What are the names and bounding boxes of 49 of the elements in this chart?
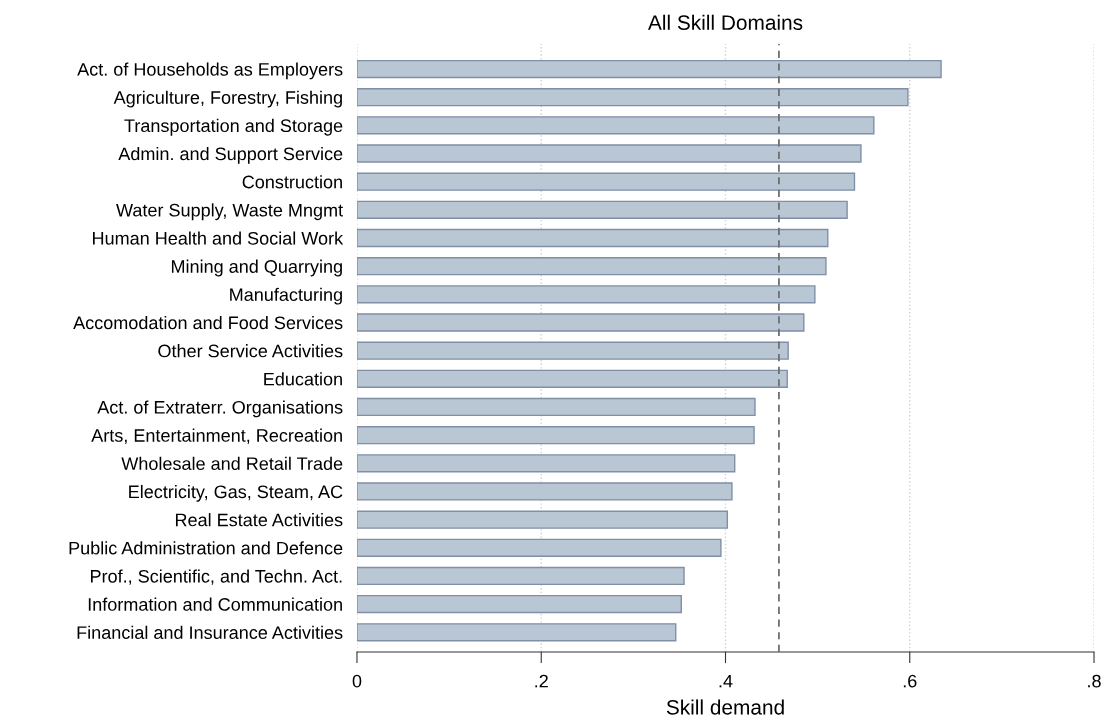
bar (356, 397, 756, 417)
bar (356, 228, 829, 248)
bar (356, 285, 816, 304)
y-tick-label: Wholesale and Retail Trade (121, 456, 343, 471)
y-tick-label: Prof., Scientific, and Techn. Act. (90, 569, 342, 585)
y-tick-label: Agriculture, Forestry, Fishing (113, 90, 342, 108)
bar (356, 510, 729, 529)
y-tick-label: Mining and Quarrying (171, 259, 342, 277)
bar (356, 116, 875, 135)
bar (356, 257, 827, 276)
y-tick-label: Real Estate Activities (175, 513, 343, 527)
bar (356, 623, 677, 642)
y-tick-label: Other Service Activities (158, 344, 343, 358)
y-tick-label: Admin. and Support Service (118, 146, 343, 164)
y-tick-label: Information and Communication (88, 597, 342, 611)
x-tick-label: .8 (1088, 674, 1101, 688)
bar (356, 313, 805, 332)
bar (356, 369, 788, 388)
bar (356, 144, 862, 163)
bar (356, 172, 856, 191)
x-tick-label: .4 (719, 674, 733, 688)
x-tick-label: 0 (352, 674, 362, 688)
y-tick-label: Construction (242, 175, 342, 189)
y-tick-label: Act. of Extraterr. Organisations (97, 400, 343, 418)
bar (356, 538, 722, 557)
y-tick-label: Act. of Households as Employers (77, 62, 343, 80)
bar (356, 425, 755, 445)
bar (356, 59, 942, 79)
bar (356, 88, 909, 107)
y-tick-label: Electricity, Gas, Steam, AC (129, 484, 343, 502)
bar (356, 341, 789, 360)
y-tick-label: Manufacturing (230, 287, 342, 305)
y-tick-label: Water Supply, Waste Mngmt (116, 203, 343, 221)
y-tick-label: Arts, Entertainment, Recreation (91, 428, 342, 444)
x-tick-label: .2 (535, 674, 548, 688)
bar (356, 200, 848, 219)
x-axis-title: Skill demand (666, 699, 784, 715)
bar (356, 566, 685, 586)
bar (356, 594, 682, 614)
chart-title: All Skill Domains (647, 14, 803, 30)
y-tick-label: Human Health and Social Work (93, 231, 344, 245)
x-tick-label: .6 (903, 674, 917, 688)
y-tick-label: Public Administration and Defence (69, 541, 343, 555)
y-tick-label: Transportation and Storage (124, 118, 343, 136)
y-tick-label: Education (264, 372, 342, 386)
y-tick-label: Accomodation and Food Services (73, 315, 343, 330)
bar (356, 482, 733, 501)
y-tick-label: Financial and Insurance Activities (77, 625, 343, 639)
bar (356, 454, 736, 473)
